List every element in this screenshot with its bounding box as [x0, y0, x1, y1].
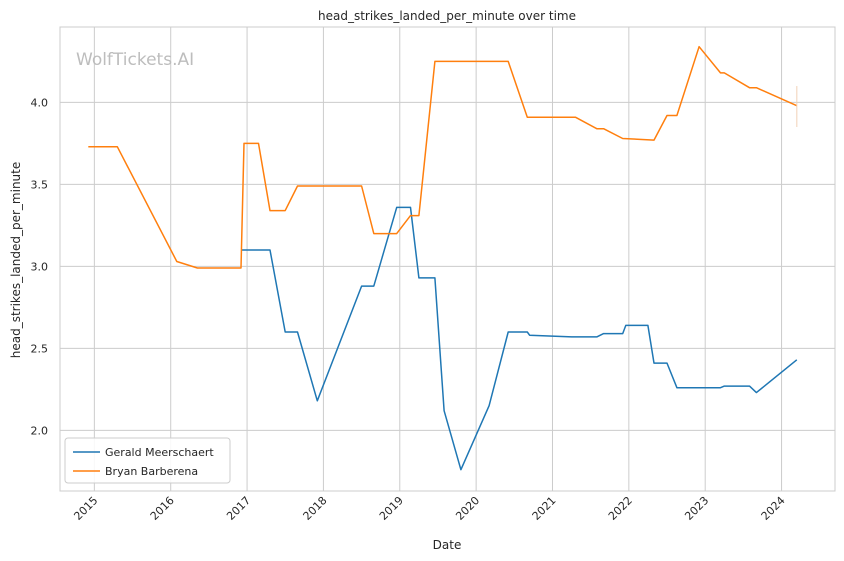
legend: Gerald Meerschaert Bryan Barberena — [64, 437, 231, 484]
series-line-bryan-barberena — [88, 45, 798, 269]
y-tick-label-2.0: 2.0 — [31, 424, 49, 437]
legend-label-gerald-meerschaert: Gerald Meerschaert — [105, 446, 214, 459]
watermark-text: WolfTickets.AI — [76, 50, 194, 70]
grid-lines — [60, 27, 835, 491]
chart-title: head_strikes_landed_per_minute over time — [318, 9, 576, 23]
y-tick-label-3.0: 3.0 — [31, 260, 49, 273]
series-line-gerald-meerschaert — [241, 206, 798, 471]
plot-border — [59, 26, 836, 492]
y-tick-label-4.0: 4.0 — [31, 96, 49, 109]
y-axis-ticks: 2.0 2.5 3.0 3.5 4.0 — [31, 96, 49, 437]
y-tick-label-2.5: 2.5 — [31, 342, 49, 355]
legend-box — [64, 437, 231, 484]
plot-background — [60, 27, 835, 491]
series-lines — [88, 45, 798, 471]
legend-label-bryan-barberena: Bryan Barberena — [105, 465, 198, 478]
y-tick-label-3.5: 3.5 — [31, 178, 49, 191]
plot-area: WolfTickets.AI — [59, 26, 836, 492]
y-axis-label: head_strikes_landed_per_minute — [9, 162, 23, 359]
x-axis-label: Date — [433, 538, 462, 552]
